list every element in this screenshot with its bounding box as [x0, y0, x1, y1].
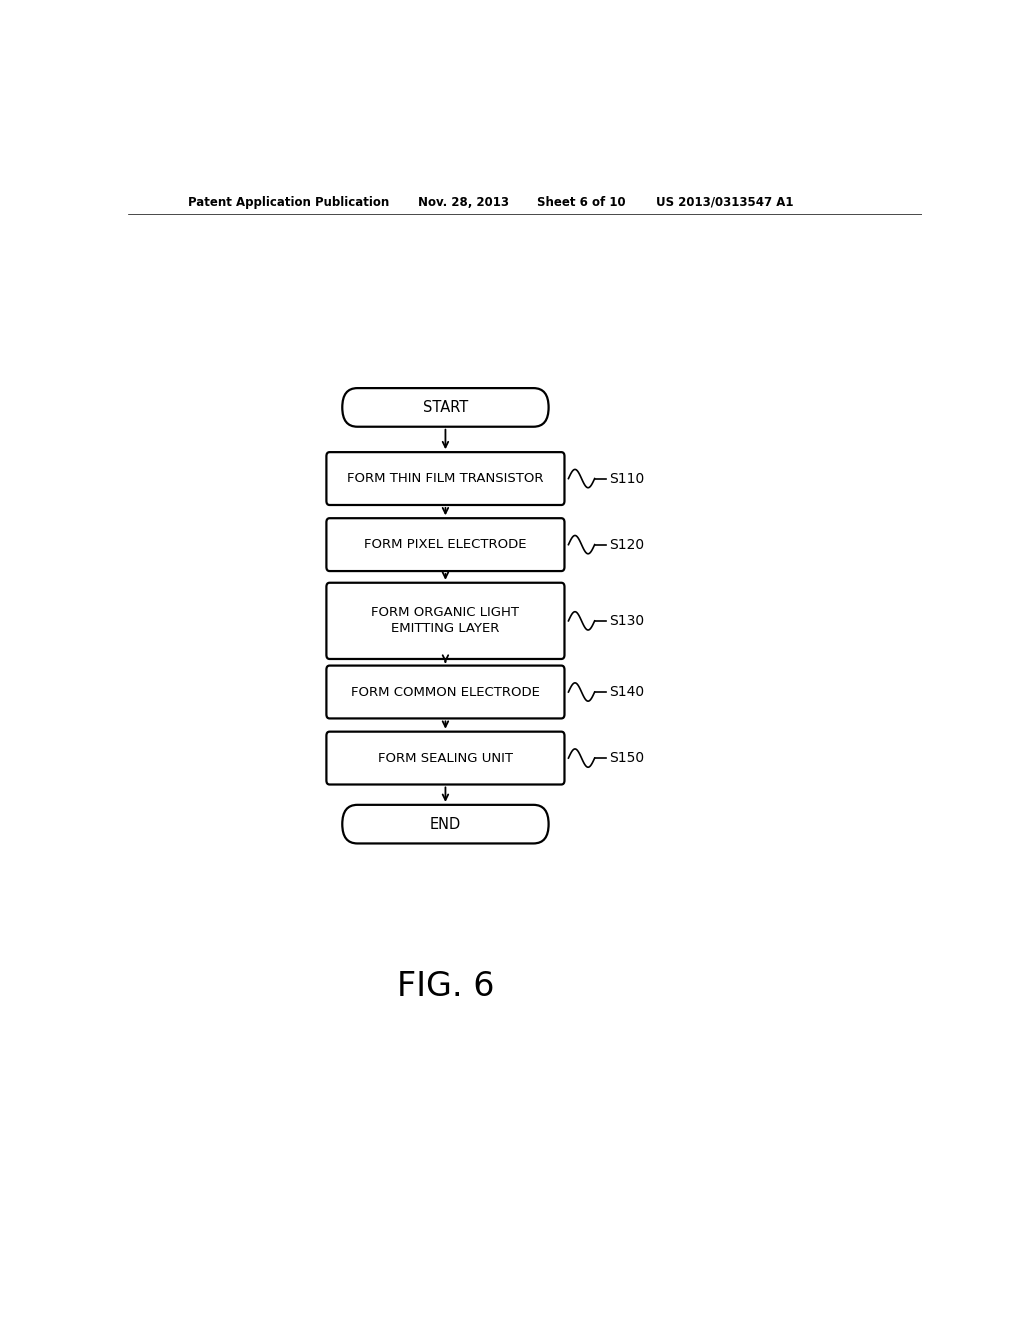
Text: S130: S130: [609, 614, 644, 628]
FancyBboxPatch shape: [327, 731, 564, 784]
FancyBboxPatch shape: [327, 519, 564, 572]
Text: FIG. 6: FIG. 6: [396, 970, 495, 1003]
FancyBboxPatch shape: [342, 805, 549, 843]
Text: S110: S110: [609, 471, 644, 486]
Text: FORM SEALING UNIT: FORM SEALING UNIT: [378, 751, 513, 764]
Text: FORM COMMON ELECTRODE: FORM COMMON ELECTRODE: [351, 685, 540, 698]
Text: US 2013/0313547 A1: US 2013/0313547 A1: [655, 195, 794, 209]
Text: S120: S120: [609, 537, 644, 552]
Text: Nov. 28, 2013: Nov. 28, 2013: [418, 195, 509, 209]
FancyBboxPatch shape: [327, 665, 564, 718]
FancyBboxPatch shape: [342, 388, 549, 426]
Text: FORM THIN FILM TRANSISTOR: FORM THIN FILM TRANSISTOR: [347, 473, 544, 484]
Text: START: START: [423, 400, 468, 414]
Text: FORM PIXEL ELECTRODE: FORM PIXEL ELECTRODE: [365, 539, 526, 552]
Text: Sheet 6 of 10: Sheet 6 of 10: [537, 195, 626, 209]
Text: S140: S140: [609, 685, 644, 700]
FancyBboxPatch shape: [327, 453, 564, 506]
FancyBboxPatch shape: [327, 582, 564, 659]
Text: FORM ORGANIC LIGHT
EMITTING LAYER: FORM ORGANIC LIGHT EMITTING LAYER: [372, 606, 519, 635]
Text: S150: S150: [609, 751, 644, 766]
Text: END: END: [430, 817, 461, 832]
Text: Patent Application Publication: Patent Application Publication: [187, 195, 389, 209]
